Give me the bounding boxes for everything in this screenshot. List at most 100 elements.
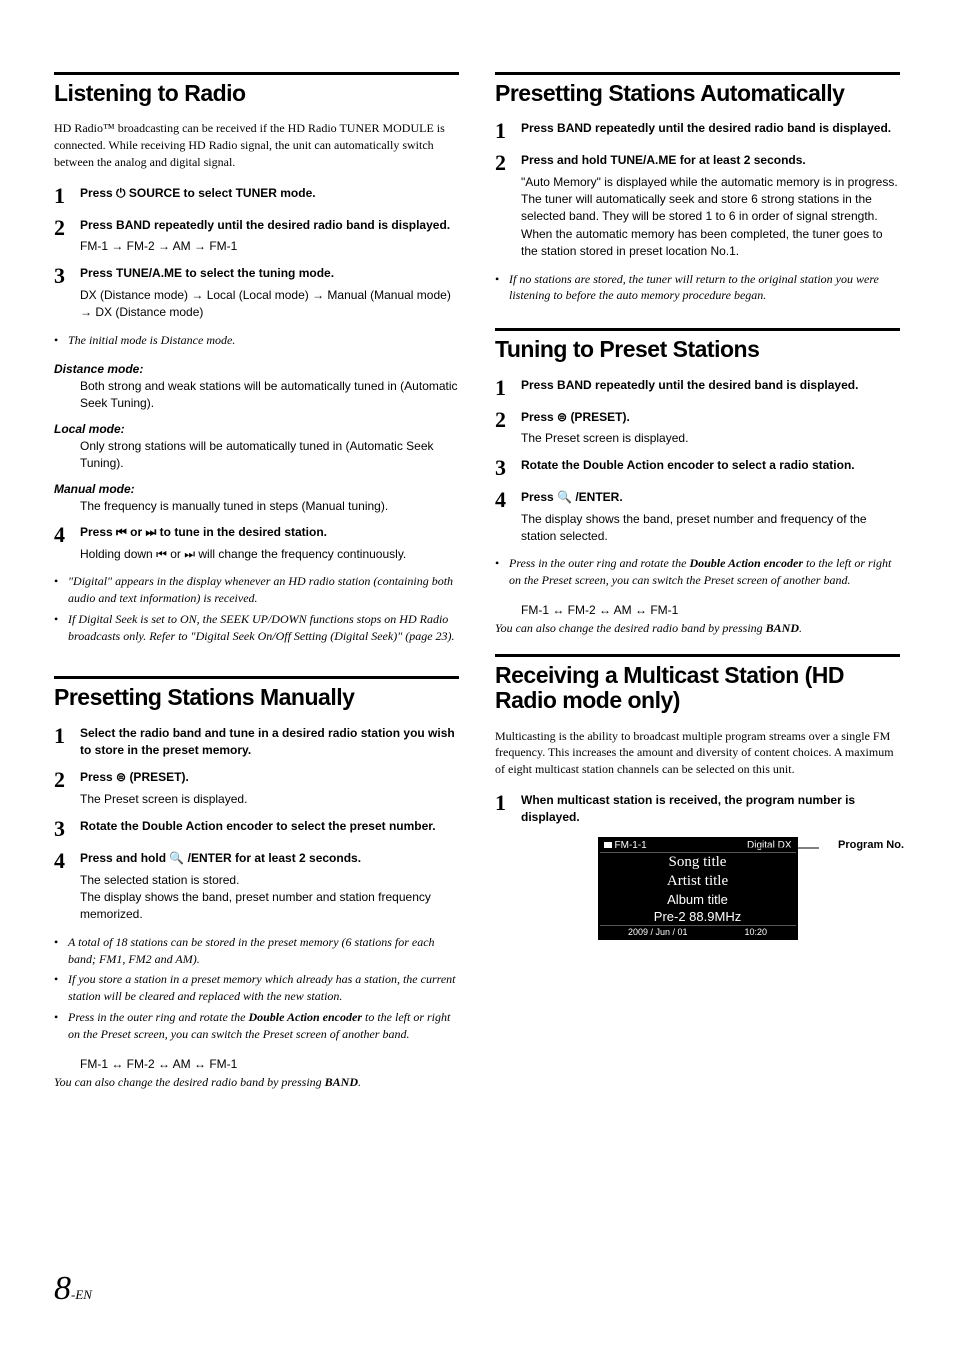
step-number: 3 — [54, 818, 80, 840]
t: Press — [80, 525, 116, 539]
step-body: When multicast station is received, the … — [521, 792, 900, 827]
t: for at least 2 seconds. — [232, 851, 361, 865]
step-item: 4 Press and hold 🔍 /ENTER for at least 2… — [54, 850, 459, 924]
lcd-band: FM-1-1 — [615, 840, 647, 851]
t: . — [185, 770, 188, 784]
lcd-topbar: FM-1-1 Digital DX — [600, 839, 796, 853]
step-sub: The selected station is stored. The disp… — [80, 872, 459, 924]
step-body: Press TUNE/A.ME to select the tuning mod… — [80, 265, 459, 321]
t: Double Action encoder — [689, 556, 803, 570]
t: Press — [521, 490, 557, 504]
btn-label: BAND — [116, 218, 151, 232]
step-number: 4 — [54, 524, 80, 546]
step-sub: Holding down ⏮ or ⏭ will change the freq… — [80, 546, 459, 563]
step-item: 1 Select the radio band and tune in a de… — [54, 725, 459, 760]
step-number: 2 — [495, 152, 521, 174]
steps-list: 1 Select the radio band and tune in a de… — [54, 725, 459, 924]
t: Press — [80, 266, 116, 280]
t: If no stations are stored, the tuner wil… — [509, 271, 900, 305]
t: to tune in the desired station. — [156, 525, 327, 539]
step-body: Press 🔍 /ENTER. The display shows the ba… — [521, 489, 900, 545]
t: . — [626, 410, 629, 424]
step-body: Rotate the Double Action encoder to sele… — [521, 457, 900, 474]
t: BAND — [325, 1075, 358, 1089]
section-title: Receiving a Multicast Station (HD Radio … — [495, 663, 900, 714]
lcd-figure: Program No. FM-1-1 Digital DX Song title… — [495, 837, 900, 940]
t: to select TUNER mode. — [180, 186, 315, 200]
btn-label: /ENTER — [575, 490, 619, 504]
t: repeatedly until the desired radio band … — [592, 121, 891, 135]
step-body: Press ⊜ (PRESET). The Preset screen is d… — [521, 409, 900, 448]
step-item: 1 Press BAND repeatedly until the desire… — [495, 377, 900, 399]
t: "Digital" appears in the display wheneve… — [68, 573, 459, 607]
t: Double Action encoder — [248, 1010, 362, 1024]
signal-icon — [604, 842, 612, 848]
right-column: Presetting Stations Automatically 1 Pres… — [495, 72, 900, 1108]
seq: DX (Distance mode) → Local (Local mode) … — [80, 287, 459, 322]
bullet-item: •If you store a station in a preset memo… — [54, 971, 459, 1005]
btn-label: Double Action encoder — [583, 458, 714, 472]
section-title: Listening to Radio — [54, 81, 459, 106]
step-body: Press and hold TUNE/A.ME for at least 2 … — [521, 152, 900, 260]
t: to select the tuning mode. — [182, 266, 334, 280]
steps-list: 1 Press BAND repeatedly until the desire… — [495, 120, 900, 260]
step-item: 2 Press ⊜ (PRESET). The Preset screen is… — [495, 409, 900, 448]
preset-icon: ⊜ — [116, 770, 126, 784]
mode-desc: Both strong and weak stations will be au… — [80, 378, 459, 412]
intro-text: Multicasting is the ability to broadcast… — [495, 728, 900, 778]
steps-list: 1 Press ⏻ SOURCE to select TUNER mode. 2… — [54, 185, 459, 322]
bullet-item: •If no stations are stored, the tuner wi… — [495, 271, 900, 305]
t: If Digital Seek is set to ON, the SEEK U… — [68, 611, 459, 645]
t: Press — [521, 121, 557, 135]
step-sub: The Preset screen is displayed. — [521, 430, 900, 447]
mode-label: Distance mode: — [54, 362, 459, 376]
btn-label: BAND — [557, 121, 592, 135]
step-body: Select the radio band and tune in a desi… — [80, 725, 459, 760]
t: Press in the outer ring and rotate the — [68, 1010, 248, 1024]
next-icon: ⏭ — [146, 525, 157, 539]
btn-label: (PRESET) — [570, 410, 626, 424]
left-column: Listening to Radio HD Radio™ broadcastin… — [54, 72, 459, 1108]
step-body: Press BAND repeatedly until the desired … — [521, 377, 900, 394]
section-title: Tuning to Preset Stations — [495, 337, 900, 362]
mode-block: Manual mode: The frequency is manually t… — [54, 482, 459, 515]
lcd-row: Album title — [600, 891, 796, 908]
t: Press and hold — [521, 153, 610, 167]
step-body: Press and hold 🔍 /ENTER for at least 2 s… — [80, 850, 459, 924]
bullet-list: •If no stations are stored, the tuner wi… — [495, 271, 900, 305]
spacer — [54, 658, 459, 676]
step-number: 1 — [54, 185, 80, 207]
t: Rotate the — [521, 458, 583, 472]
lcd-date: 2009 / Jun / 01 — [628, 927, 688, 937]
spacer — [495, 318, 900, 328]
btn-label: SOURCE — [129, 186, 180, 200]
step-item: 3 Press TUNE/A.ME to select the tuning m… — [54, 265, 459, 321]
steps-list: 1 Press BAND repeatedly until the desire… — [495, 377, 900, 546]
t: Press — [521, 378, 557, 392]
t: to select the preset number. — [273, 819, 436, 833]
section-rule — [54, 72, 459, 75]
seq: FM-1 ↔ FM-2 ↔ AM ↔ FM-1 — [521, 603, 900, 617]
step-item: 2 Press BAND repeatedly until the desire… — [54, 217, 459, 256]
t: Press — [80, 218, 116, 232]
t: Holding down — [80, 547, 156, 561]
t: You can also change the desired radio ba… — [495, 621, 766, 635]
step-item: 1 When multicast station is received, th… — [495, 792, 900, 827]
lcd-mode: Digital DX — [747, 840, 791, 851]
lcd-row: Song title — [600, 853, 796, 872]
search-icon: 🔍 — [169, 851, 184, 865]
section-rule — [495, 654, 900, 657]
btn-label: BAND — [557, 378, 592, 392]
step-sub: The display shows the band, preset numbe… — [521, 511, 900, 546]
preset-icon: ⊜ — [557, 410, 567, 424]
bullet-list: •"Digital" appears in the display whenev… — [54, 573, 459, 644]
note: You can also change the desired radio ba… — [54, 1075, 459, 1090]
t: . — [619, 490, 622, 504]
bullet-list: •A total of 18 stations can be stored in… — [54, 934, 459, 1043]
callout-label: Program No. — [838, 839, 904, 851]
t: or — [127, 525, 146, 539]
step-number: 3 — [54, 265, 80, 287]
step-number: 1 — [495, 377, 521, 399]
t: If you store a station in a preset memor… — [68, 971, 459, 1005]
step-item: 1 Press BAND repeatedly until the desire… — [495, 120, 900, 142]
